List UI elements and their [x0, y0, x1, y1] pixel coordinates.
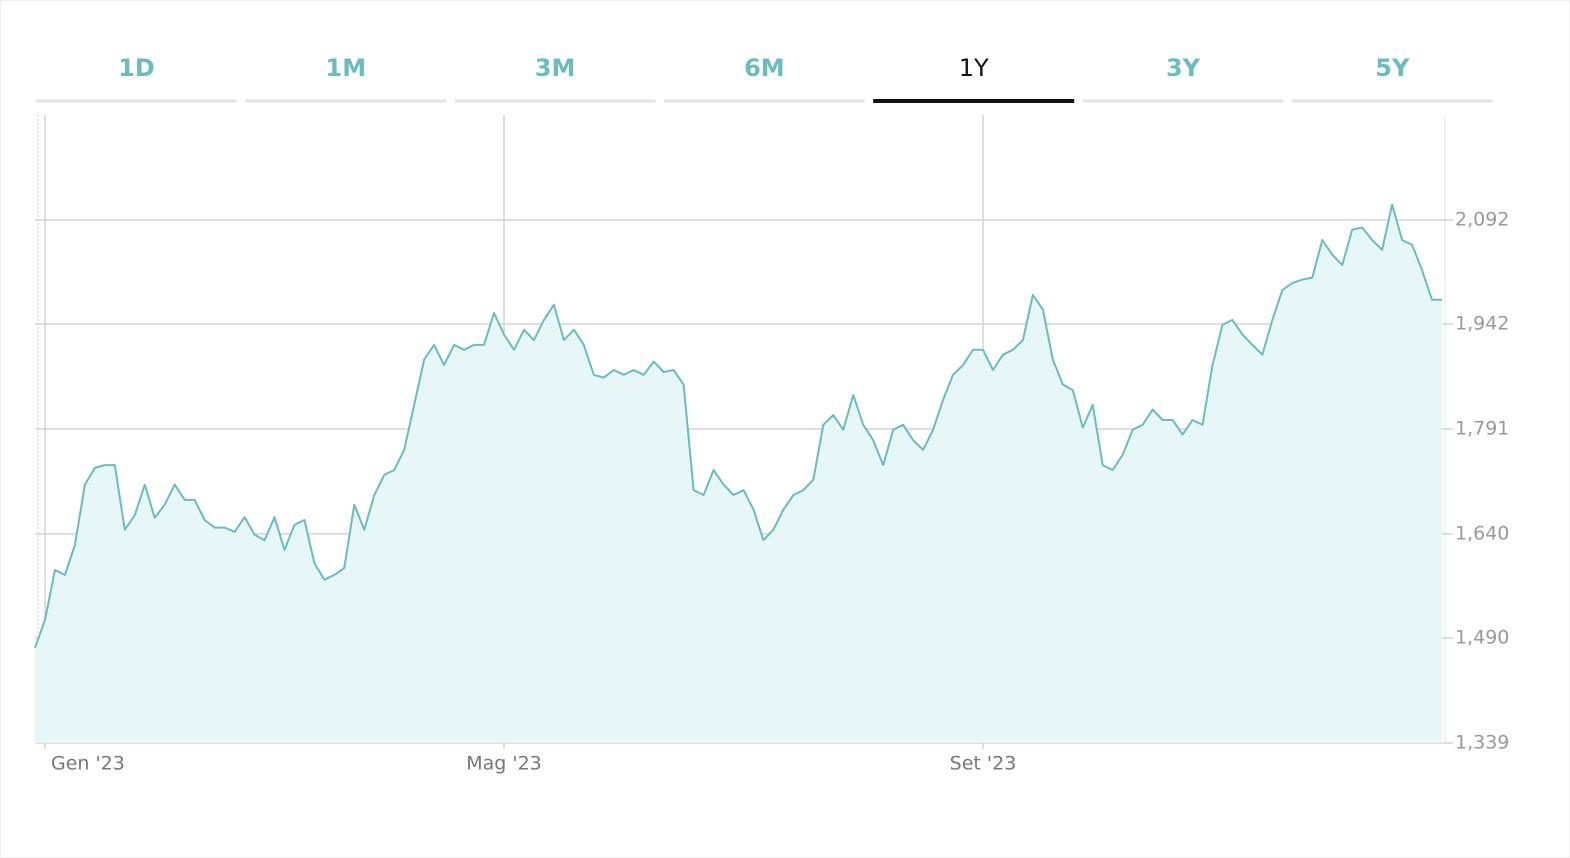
area-fill: [35, 204, 1442, 744]
tab-label[interactable]: 3M: [535, 54, 576, 82]
y-tick-label: 1,791: [1455, 418, 1509, 440]
y-tick-label: 1,339: [1455, 732, 1509, 754]
tab-label[interactable]: 5Y: [1375, 54, 1410, 82]
x-tick-label: Gen '23: [51, 753, 125, 775]
x-tick-label: Set '23: [950, 753, 1017, 775]
tab-label[interactable]: 1D: [118, 54, 155, 82]
tab-label[interactable]: 1Y: [959, 54, 989, 82]
y-tick-label: 1,640: [1455, 522, 1509, 544]
tab-label[interactable]: 3Y: [1166, 54, 1201, 82]
tab-label[interactable]: 1M: [326, 54, 367, 82]
y-tick-label: 2,092: [1455, 208, 1509, 230]
y-tick-label: 1,942: [1455, 313, 1509, 335]
price-line: [34, 203, 1442, 649]
y-tick-label: 1,490: [1455, 627, 1509, 649]
tab-label[interactable]: 6M: [744, 54, 785, 82]
x-tick-label: Mag '23: [466, 753, 542, 775]
